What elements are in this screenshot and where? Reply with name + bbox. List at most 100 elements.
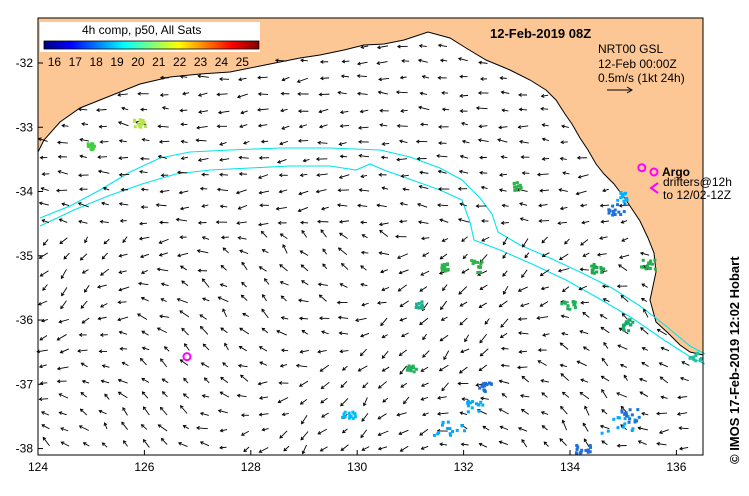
current-arrow — [242, 312, 250, 317]
composite-label: 4h comp, p50, All Sats — [82, 23, 201, 37]
current-arrow — [140, 187, 149, 192]
current-arrow — [499, 172, 507, 177]
y-axis-ticks: -32 -33 -34 -35 -36 -37 -38 — [16, 56, 43, 456]
current-arrow — [281, 412, 289, 417]
current-arrow — [318, 316, 330, 321]
current-arrow — [278, 189, 288, 194]
current-arrow — [442, 284, 448, 292]
current-arrow — [376, 203, 387, 208]
current-arrow — [419, 91, 428, 96]
sst-patch — [621, 318, 635, 333]
current-arrow — [679, 376, 689, 382]
current-arrow — [498, 379, 510, 384]
current-arrow — [121, 361, 129, 366]
current-arrow — [179, 359, 189, 366]
current-arrow — [117, 391, 128, 399]
current-arrow — [621, 313, 628, 320]
current-arrow — [56, 379, 67, 384]
current-arrow — [103, 422, 108, 430]
current-arrow — [182, 91, 190, 96]
current-arrow — [216, 92, 228, 97]
current-arrow — [196, 249, 209, 254]
current-arrow — [60, 269, 67, 280]
current-arrow — [560, 405, 568, 415]
current-arrow — [178, 190, 189, 195]
current-arrow — [381, 334, 388, 339]
current-arrow — [437, 395, 447, 400]
current-arrow — [141, 378, 150, 383]
current-arrow — [538, 203, 548, 208]
current-arrow — [583, 438, 590, 448]
current-arrow — [140, 424, 148, 430]
current-arrow — [239, 249, 249, 255]
current-arrow — [360, 282, 368, 287]
current-arrow — [61, 123, 69, 128]
current-arrow — [437, 203, 449, 208]
current-arrow — [319, 59, 329, 64]
current-arrow — [360, 429, 368, 439]
current-arrow — [322, 248, 327, 255]
current-arrow — [139, 357, 147, 366]
current-arrow — [199, 325, 209, 335]
current-arrow — [81, 379, 90, 384]
current-arrow — [157, 424, 168, 432]
current-arrow — [419, 286, 428, 292]
current-arrow — [438, 364, 449, 372]
current-arrow — [42, 436, 50, 446]
current-arrow — [540, 411, 549, 415]
current-arrow — [315, 157, 328, 162]
current-arrow — [521, 375, 529, 383]
current-arrow — [237, 204, 248, 210]
current-arrow — [380, 317, 388, 327]
current-arrow — [316, 219, 329, 224]
current-arrow — [521, 269, 528, 278]
current-arrow — [78, 219, 88, 224]
current-arrow — [57, 154, 68, 159]
current-arrow — [99, 139, 109, 144]
current-arrow — [524, 252, 530, 259]
current-arrow — [240, 413, 249, 418]
current-arrow — [257, 107, 269, 112]
current-arrow — [356, 61, 368, 66]
current-arrow — [237, 236, 247, 240]
current-arrow — [459, 411, 468, 416]
current-arrow — [37, 300, 48, 306]
current-arrow — [58, 218, 68, 223]
current-arrow — [395, 234, 407, 239]
current-arrow — [358, 188, 370, 192]
current-arrow — [441, 238, 449, 242]
current-arrow — [398, 269, 409, 275]
current-arrow — [457, 218, 470, 223]
current-arrow — [219, 172, 229, 177]
current-arrow — [77, 348, 88, 353]
current-arrow — [398, 349, 408, 356]
current-arrow — [396, 44, 408, 49]
current-arrow — [219, 283, 228, 288]
sst-patch — [600, 413, 637, 435]
current-arrow — [478, 124, 488, 129]
current-arrow — [541, 236, 548, 244]
current-arrow — [500, 221, 509, 225]
current-arrow — [179, 108, 188, 113]
current-arrow — [160, 282, 169, 287]
current-arrow — [502, 270, 508, 277]
x-tick-label: 130 — [347, 460, 367, 474]
current-arrow — [579, 391, 590, 400]
current-arrow — [519, 202, 528, 206]
current-arrow — [599, 236, 608, 240]
current-arrow — [319, 76, 330, 81]
current-arrow — [558, 188, 568, 192]
current-arrow — [42, 239, 49, 246]
current-arrow — [541, 137, 549, 142]
current-arrow — [296, 77, 308, 83]
current-arrow — [517, 331, 529, 336]
current-arrow — [336, 300, 348, 305]
current-arrow — [318, 92, 330, 97]
current-arrow — [137, 281, 149, 286]
current-arrow — [501, 203, 509, 208]
current-arrow — [541, 156, 550, 161]
current-arrow — [97, 155, 108, 160]
current-arrow — [437, 169, 447, 174]
current-arrow — [200, 362, 210, 368]
